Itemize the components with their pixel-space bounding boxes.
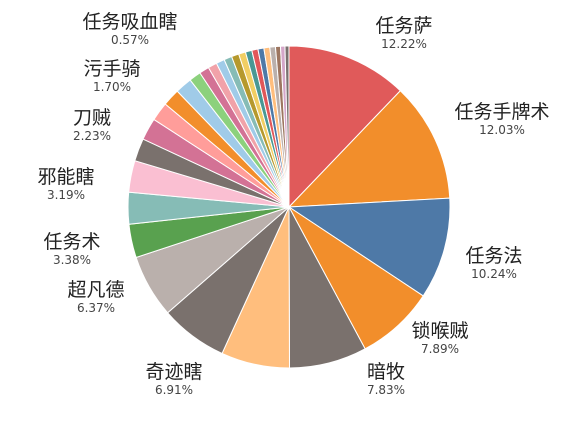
slice-percent-label: 12.03% (479, 123, 525, 137)
slice-label: 任务吸血瞎 (82, 11, 177, 33)
slice-percent-label: 1.70% (93, 80, 131, 94)
slice-label: 奇迹瞎 (145, 361, 202, 383)
slice-label: 任务萨 (375, 15, 432, 37)
slice-label: 超凡德 (67, 279, 124, 301)
slice-percent-label: 6.91% (155, 383, 193, 397)
slice-label: 任务术 (43, 231, 100, 253)
slice-percent-label: 7.83% (367, 383, 405, 397)
slice-label: 锁喉贼 (411, 320, 468, 342)
slice-label: 污手骑 (83, 58, 140, 80)
slice-label: 暗牧 (367, 361, 405, 383)
slice-label: 任务手牌术 (454, 101, 549, 123)
pie-slice (287, 90, 451, 208)
slice-label: 刀贼 (73, 107, 111, 129)
pie-slice (287, 197, 451, 297)
slice-percent-label: 3.38% (53, 253, 91, 267)
slice-percent-label: 2.23% (73, 129, 111, 143)
slice-percent-label: 7.89% (421, 342, 459, 356)
slice-label: 任务法 (465, 245, 522, 267)
pie-slice (288, 45, 402, 209)
slice-percent-label: 12.22% (381, 37, 427, 51)
slice-percent-label: 10.24% (471, 267, 517, 281)
pie-slices (127, 45, 451, 369)
slice-percent-label: 6.37% (77, 301, 115, 315)
pie-slice (284, 45, 290, 208)
slice-label: 邪能瞎 (37, 166, 94, 188)
slice-percent-label: 3.19% (47, 188, 85, 202)
slice-percent-label: 0.57% (111, 33, 149, 47)
